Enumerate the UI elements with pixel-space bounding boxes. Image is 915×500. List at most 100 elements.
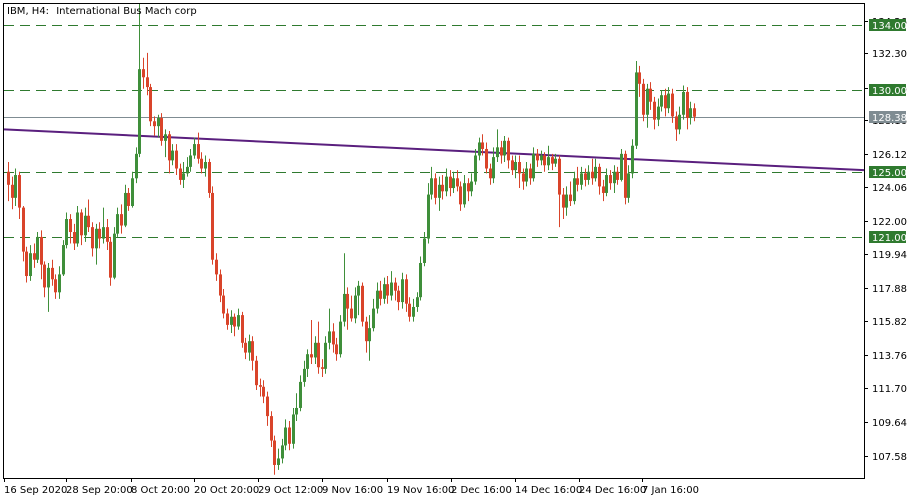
candle-body: [503, 140, 506, 156]
candle: [288, 420, 291, 451]
candle-body: [204, 162, 207, 169]
candle: [522, 168, 525, 190]
candle: [554, 153, 557, 167]
candle: [638, 65, 641, 97]
candle: [273, 435, 276, 475]
candle-body: [54, 279, 57, 293]
candle-body: [219, 274, 222, 296]
candle: [219, 269, 222, 303]
candle-body: [379, 290, 382, 299]
candle-body: [427, 194, 430, 239]
candle: [91, 222, 94, 257]
candle: [189, 148, 192, 172]
candle: [29, 245, 32, 281]
candle: [106, 219, 109, 250]
candle-body: [368, 328, 371, 342]
level-tag-134.00: 134.00: [869, 19, 907, 32]
candle-body: [295, 407, 298, 415]
candle: [7, 162, 10, 202]
candle: [507, 137, 510, 169]
candle-body: [602, 186, 605, 193]
candle: [157, 114, 160, 138]
candle-body: [401, 279, 404, 303]
candle-body: [682, 91, 685, 115]
candle: [452, 171, 455, 193]
candle: [602, 179, 605, 202]
candle-body: [339, 321, 342, 355]
candle: [11, 176, 14, 210]
candle: [149, 83, 152, 127]
candle-body: [496, 147, 499, 158]
level-tag-125.00-label: 125.00: [872, 168, 907, 179]
candle: [222, 289, 225, 319]
candle: [624, 150, 627, 205]
candle-body: [84, 215, 87, 236]
candle-body: [543, 155, 546, 166]
candle-body: [500, 147, 503, 156]
candle-body: [47, 267, 50, 288]
candle: [569, 181, 572, 206]
current-price-tag: 128.38: [869, 111, 907, 124]
candle: [204, 155, 207, 177]
level-tag-130.00: 130.00: [869, 84, 907, 97]
candle-body: [463, 183, 466, 205]
candle: [80, 209, 83, 246]
candle: [678, 106, 681, 135]
candle-body: [255, 360, 258, 386]
candle-body: [321, 367, 324, 369]
candle-body: [7, 171, 10, 185]
candle-body: [616, 171, 619, 180]
level-tag-125.00: 125.00: [869, 166, 907, 179]
candle-body: [638, 72, 641, 84]
candle: [540, 150, 543, 166]
level-tag-121.00-bg: [869, 231, 906, 243]
candle-body: [361, 285, 364, 322]
candle: [113, 227, 116, 280]
candle-body: [456, 178, 459, 187]
candle: [62, 240, 65, 277]
candle: [259, 378, 262, 397]
trendline-layer: [3, 128, 865, 172]
candle: [653, 96, 656, 130]
candle: [434, 173, 437, 205]
candle: [230, 310, 233, 334]
y-tick-label: 113.76: [872, 351, 907, 362]
candle: [127, 188, 130, 211]
candle: [613, 165, 616, 193]
candle-body: [540, 155, 543, 161]
y-tick-label: 115.82: [872, 317, 907, 328]
candle: [551, 153, 554, 171]
candle: [332, 323, 335, 353]
candle: [241, 311, 244, 348]
candle: [69, 214, 72, 244]
candle-body: [277, 458, 280, 465]
candle-body: [518, 162, 521, 174]
candle-body: [244, 342, 247, 353]
candle-body: [179, 168, 182, 180]
candle: [281, 438, 284, 464]
candle-body: [186, 166, 189, 174]
candle: [43, 261, 46, 298]
candle-body: [197, 144, 200, 159]
candle: [573, 171, 576, 205]
candle-body: [193, 144, 196, 156]
candle-body: [390, 282, 393, 296]
candle: [667, 87, 670, 114]
level-lines: [4, 25, 864, 238]
candle: [536, 148, 539, 167]
candle: [248, 334, 251, 361]
level-tag-121.00: 121.00: [869, 231, 907, 244]
candle-body: [343, 293, 346, 322]
candle-body: [394, 282, 397, 291]
candle: [200, 152, 203, 174]
y-tick-label: 132.30: [872, 49, 907, 60]
candle: [131, 171, 134, 208]
candle: [467, 178, 470, 202]
candle: [303, 360, 306, 387]
candle: [215, 253, 218, 281]
candle: [233, 313, 236, 337]
candle: [500, 140, 503, 164]
candle-body: [310, 354, 313, 358]
